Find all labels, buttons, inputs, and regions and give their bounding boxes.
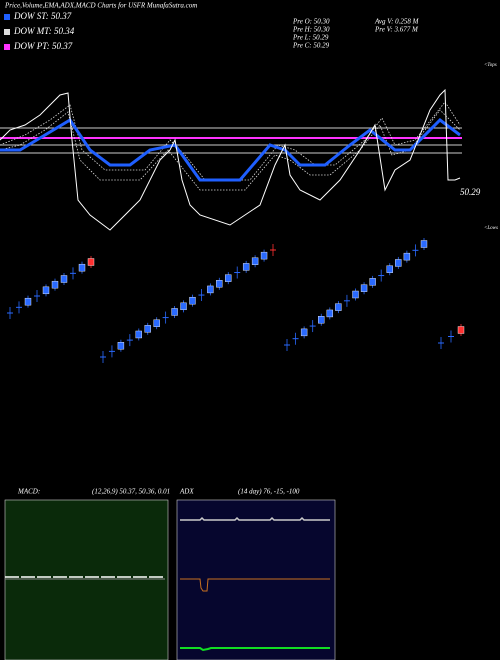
legend-item: DOW MT: 50.34: [13, 26, 75, 36]
candle-body: [352, 290, 359, 299]
candle-body: [87, 258, 95, 266]
tops-label: <Tops: [484, 63, 497, 68]
adx-params: (14 day) 76, -15, -100: [238, 488, 300, 496]
candle-body: [153, 319, 160, 327]
di-plus-line: [180, 647, 330, 652]
candle-body: [251, 257, 259, 265]
price-lines: [0, 88, 462, 231]
candle-body: [360, 284, 368, 292]
stat: Pre C: 50.29: [292, 42, 330, 50]
oscillator-line: [0, 88, 461, 231]
legend-swatch: [4, 29, 10, 35]
candle-body: [135, 330, 142, 339]
candle-body: [260, 251, 268, 260]
stat: Pre L: 50.29: [292, 34, 329, 42]
st-line: [0, 117, 461, 182]
stat: Pre V: 3.677 M: [374, 26, 419, 34]
candle-body: [180, 302, 187, 311]
macd-label: MACD:: [17, 488, 40, 496]
candle-body: [457, 326, 465, 334]
candle-body: [171, 308, 178, 316]
legend-item: DOW ST: 50.37: [13, 11, 72, 21]
candle-body: [51, 280, 59, 289]
candle-body: [335, 303, 342, 311]
macd-panel: [4, 499, 169, 660]
candle-body: [78, 263, 86, 272]
candle-body: [386, 265, 393, 273]
candle-body: [24, 297, 32, 306]
stat: Avg V: 0.258 M: [374, 18, 420, 26]
stat: Pre H: 50.30: [292, 26, 330, 34]
candle-body: [395, 259, 402, 267]
legend-swatch: [4, 44, 10, 50]
adx-panel: [176, 499, 336, 660]
last-price: 50.29: [460, 187, 481, 197]
candle-body: [144, 325, 151, 333]
candle-body: [60, 275, 68, 283]
lows-label: <Lows: [484, 226, 498, 231]
candle-body: [318, 316, 325, 324]
candle-body: [225, 274, 232, 282]
candle-body: [403, 252, 411, 261]
page-title: Price,Volume,EMA,ADX,MACD Charts for USF…: [4, 2, 197, 10]
candle-body: [117, 342, 125, 350]
candle-body: [207, 285, 214, 294]
candle-body: [242, 263, 250, 271]
candle-body: [369, 278, 376, 286]
mt-line: [0, 109, 461, 191]
candle-body: [189, 296, 196, 305]
legend-item: DOW PT: 50.37: [13, 41, 73, 51]
stat: Pre O: 50.30: [292, 18, 330, 26]
candle-body: [216, 280, 223, 288]
legend-swatch: [4, 14, 10, 20]
macd-params: (12,26,9) 50.37, 50.36, 0.01: [92, 488, 170, 496]
candle-body: [326, 309, 334, 318]
candle-body: [300, 328, 308, 337]
adx-line: [180, 516, 330, 521]
candles: [7, 238, 465, 363]
mt-line: [0, 101, 461, 181]
adx-label: ADX: [179, 488, 194, 496]
candle-body: [42, 286, 50, 295]
di-minus-line: [180, 578, 330, 592]
candle-body: [420, 240, 428, 248]
